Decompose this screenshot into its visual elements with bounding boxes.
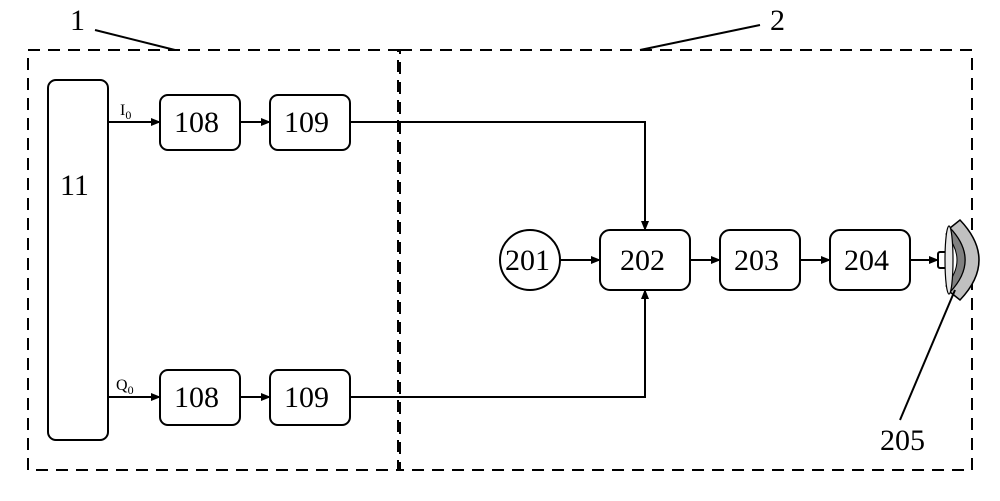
block-108-bot-label: 108 — [174, 381, 219, 414]
block-109-top-label: 109 — [284, 106, 329, 139]
block-11 — [48, 80, 108, 440]
block-109-bot-label: 109 — [284, 381, 329, 414]
block-204-label: 204 — [844, 244, 889, 277]
region-1-label: 1 — [70, 4, 85, 37]
block-203-label: 203 — [734, 244, 779, 277]
block-202-label: 202 — [620, 244, 665, 277]
block-201-label: 201 — [505, 244, 550, 277]
block-11-label: 11 — [60, 169, 89, 202]
region-2-label: 2 — [770, 4, 785, 37]
antenna-label: 205 — [880, 424, 925, 457]
signal-i0: I0 — [120, 102, 131, 122]
block-108-top-label: 108 — [174, 106, 219, 139]
signal-q0: Q0 — [116, 377, 134, 397]
